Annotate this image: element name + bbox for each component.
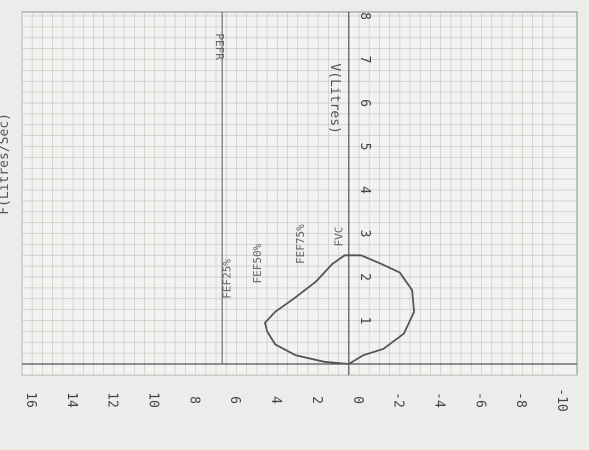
plot-frame: [21, 11, 578, 376]
flow-tick-label: -10: [554, 388, 569, 411]
pefr-label: PEFR: [213, 33, 226, 60]
volume-tick-labels: 1 2 3 4 5 6 7 8: [357, 12, 372, 324]
flow-tick-label: 10: [146, 392, 161, 408]
flow-tick-label: 8: [186, 396, 201, 404]
flow-tick-label: 0: [350, 396, 365, 404]
annotation-label: FVC: [333, 227, 346, 247]
flow-axis-title: F(Litres/Sec): [0, 113, 12, 215]
flow-tick-label: 14: [64, 392, 79, 408]
flow-tick-label: 4: [268, 396, 283, 404]
volume-tick-label: 7: [357, 56, 372, 64]
volume-tick-label: 6: [357, 99, 372, 107]
annotation-label: FEF25%: [220, 259, 233, 299]
flow-tick-label: -8: [513, 392, 528, 408]
volume-tick-label: 8: [357, 12, 372, 20]
annotations: FEF25% FEF50% FEF75% FVC: [220, 224, 345, 299]
flow-tick-labels: 16 14 12 10 8 6 4 2 0 -2 -4 -6 -8 -10: [23, 388, 569, 411]
volume-axis-title: V(Litres): [327, 63, 342, 133]
flow-tick-label: 6: [227, 396, 242, 404]
flow-tick-label: 16: [23, 392, 38, 408]
volume-tick-label: 2: [357, 273, 372, 281]
flow-tick-label: -4: [431, 392, 446, 408]
flow-tick-label: 12: [105, 392, 120, 408]
flow-tick-label: -6: [472, 392, 487, 408]
annotation-label: FEF75%: [294, 224, 307, 264]
flow-tick-label: -2: [391, 392, 406, 408]
flow-tick-label: 2: [309, 396, 324, 404]
volume-tick-label: 3: [357, 230, 372, 238]
volume-tick-label: 5: [357, 143, 372, 151]
grid: [21, 12, 577, 376]
volume-tick-label: 1: [357, 317, 372, 325]
annotation-label: FEF50%: [251, 243, 264, 283]
volume-tick-label: 4: [357, 186, 372, 194]
flow-volume-curve: [264, 254, 416, 365]
